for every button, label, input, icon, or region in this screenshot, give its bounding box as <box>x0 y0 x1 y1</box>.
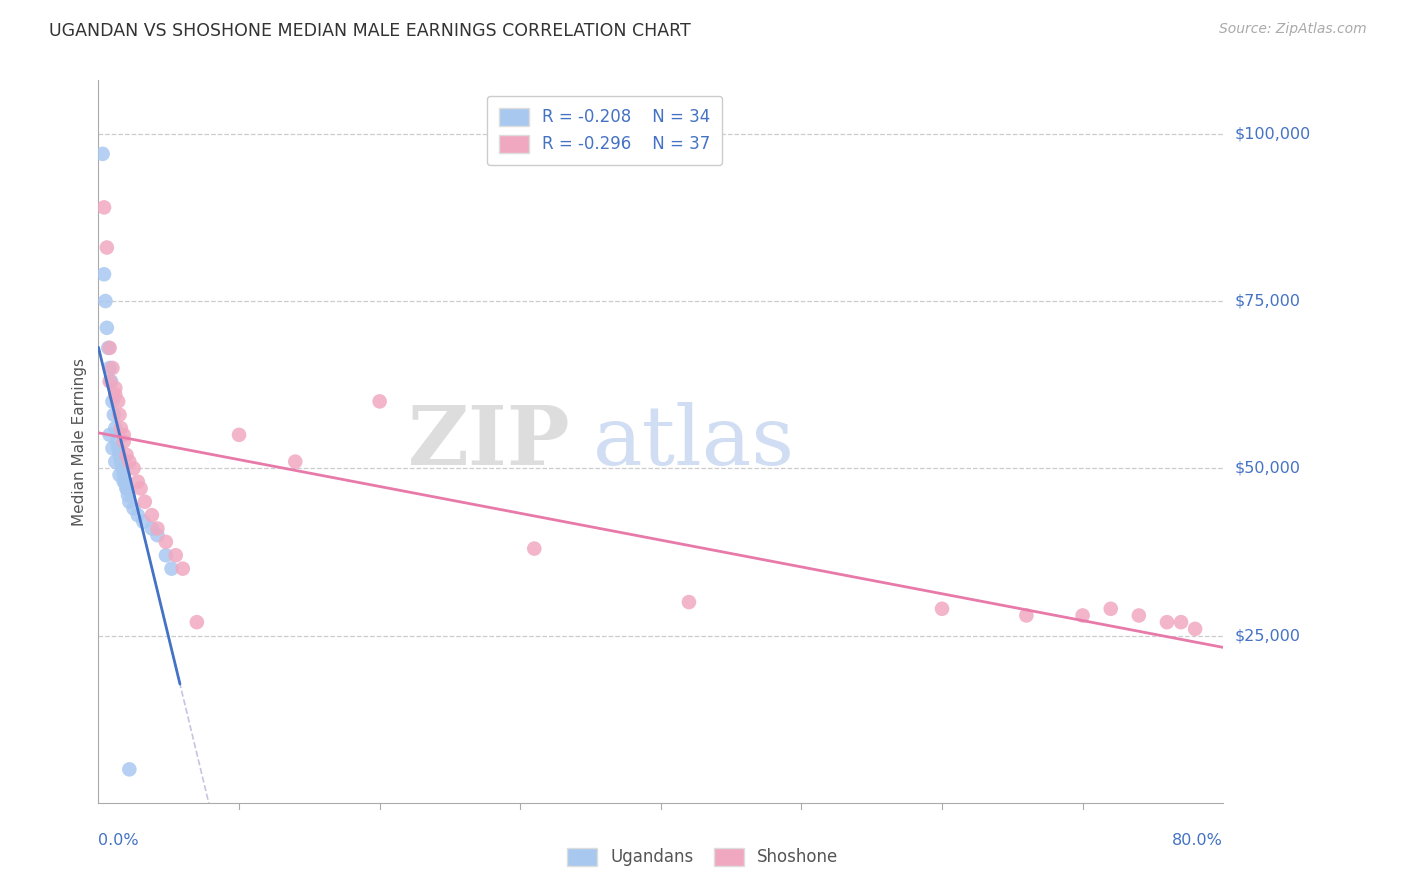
Point <box>146 521 169 535</box>
Point <box>112 475 135 489</box>
Point <box>104 387 127 401</box>
Text: UGANDAN VS SHOSHONE MEDIAN MALE EARNINGS CORRELATION CHART: UGANDAN VS SHOSHONE MEDIAN MALE EARNINGS… <box>49 22 690 40</box>
Point <box>108 448 131 462</box>
Point <box>1071 608 1094 623</box>
Point <box>127 475 149 489</box>
Point <box>101 361 124 376</box>
Point <box>122 501 145 516</box>
Point <box>141 521 163 535</box>
Point <box>146 528 169 542</box>
Point <box>97 341 120 355</box>
Point <box>368 394 391 409</box>
Point <box>117 488 139 502</box>
Text: atlas: atlas <box>593 401 796 482</box>
Point <box>931 602 953 616</box>
Point <box>108 408 131 422</box>
Point <box>165 548 187 563</box>
Point <box>1156 615 1178 630</box>
Point <box>104 381 127 395</box>
Point <box>678 595 700 609</box>
Point <box>104 454 127 469</box>
Point <box>118 494 141 508</box>
Point <box>114 475 136 489</box>
Point <box>103 408 125 422</box>
Point <box>98 427 121 442</box>
Legend: Ugandans, Shoshone: Ugandans, Shoshone <box>561 841 845 873</box>
Point <box>1184 622 1206 636</box>
Point <box>160 562 183 576</box>
Point <box>98 341 121 355</box>
Point <box>105 434 128 449</box>
Point <box>122 461 145 475</box>
Point <box>100 375 122 389</box>
Point <box>118 454 141 469</box>
Text: 0.0%: 0.0% <box>98 833 139 848</box>
Point <box>1170 615 1192 630</box>
Point <box>112 434 135 449</box>
Text: $100,000: $100,000 <box>1234 127 1310 141</box>
Point <box>91 146 114 161</box>
Point <box>107 441 129 455</box>
Point <box>107 394 129 409</box>
Point <box>115 482 138 496</box>
Point <box>93 201 115 215</box>
Point <box>112 427 135 442</box>
Point <box>112 467 135 482</box>
Point <box>104 421 127 435</box>
Point <box>141 508 163 523</box>
Text: $25,000: $25,000 <box>1234 628 1301 643</box>
Point <box>186 615 208 630</box>
Point <box>129 482 152 496</box>
Point <box>523 541 546 556</box>
Point <box>96 240 118 255</box>
Point <box>115 482 138 496</box>
Point <box>127 508 149 523</box>
Point <box>111 461 134 475</box>
Point <box>96 320 118 334</box>
Legend: R = -0.208    N = 34, R = -0.296    N = 37: R = -0.208 N = 34, R = -0.296 N = 37 <box>486 95 723 165</box>
Point <box>115 448 138 462</box>
Point <box>172 562 194 576</box>
Point <box>94 293 117 308</box>
Point <box>228 427 250 442</box>
Point <box>101 394 124 409</box>
Point <box>98 361 121 376</box>
Text: ZIP: ZIP <box>408 401 571 482</box>
Point <box>98 375 121 389</box>
Point <box>110 421 132 435</box>
Point <box>155 548 177 563</box>
Point <box>101 441 124 455</box>
Point <box>118 762 141 776</box>
Point <box>284 454 307 469</box>
Y-axis label: Median Male Earnings: Median Male Earnings <box>72 358 87 525</box>
Point <box>108 467 131 482</box>
Point <box>1128 608 1150 623</box>
Point <box>1099 602 1122 616</box>
Text: $75,000: $75,000 <box>1234 293 1301 309</box>
Point <box>93 268 115 282</box>
Point <box>110 454 132 469</box>
Text: Source: ZipAtlas.com: Source: ZipAtlas.com <box>1219 22 1367 37</box>
Point <box>132 515 155 529</box>
Point <box>1015 608 1038 623</box>
Text: 80.0%: 80.0% <box>1173 833 1223 848</box>
Point <box>134 494 156 508</box>
Text: $50,000: $50,000 <box>1234 461 1301 475</box>
Point <box>155 534 177 549</box>
